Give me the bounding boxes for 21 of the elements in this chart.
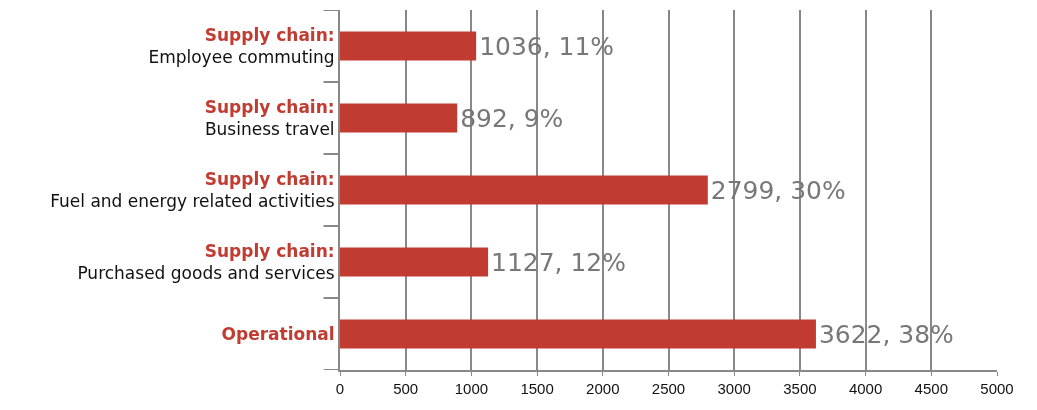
x-tick-label: 3500 [783, 380, 817, 397]
x-tick-label: 2500 [651, 380, 686, 397]
y-tick-label: Supply chain: Business travel [204, 96, 335, 139]
bar [340, 103, 458, 133]
x-tick-label: 2000 [586, 380, 620, 397]
y-tick-label: Supply chain: Purchased goods and services [77, 240, 335, 283]
x-tick-label: 4000 [848, 380, 883, 397]
y-tick-label: Supply chain: Fuel and energy related activities [50, 168, 335, 211]
x-tick-label: 0 [335, 380, 345, 397]
x-tick-label: 4500 [914, 380, 948, 397]
bar [340, 319, 816, 349]
x-tick-label: 3000 [717, 380, 751, 397]
x-tick-label: 5000 [980, 380, 1014, 397]
y-tick-label: Operational [221, 323, 335, 344]
bar [340, 31, 477, 61]
x-tick-label: 500 [393, 380, 419, 397]
x-tick-label: 1500 [520, 380, 554, 397]
bar [340, 175, 708, 205]
bar [340, 247, 489, 277]
x-tick-label: 1000 [454, 380, 489, 397]
y-tick-label: Supply chain: Employee commuting [148, 24, 335, 67]
